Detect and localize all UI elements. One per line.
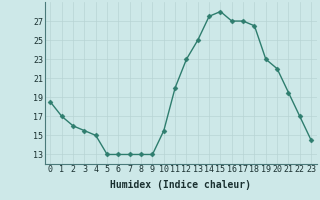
X-axis label: Humidex (Indice chaleur): Humidex (Indice chaleur) <box>110 180 251 190</box>
